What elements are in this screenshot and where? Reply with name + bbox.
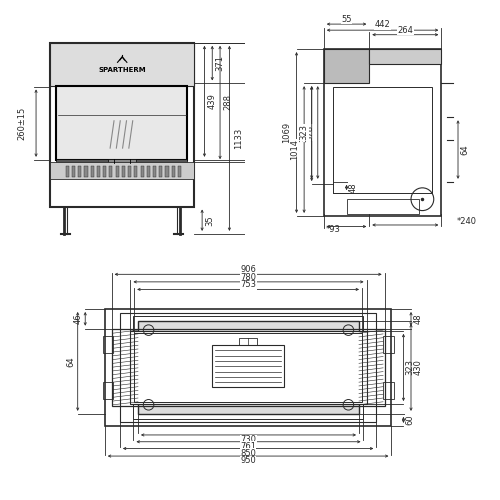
Bar xyxy=(90,166,94,177)
Text: 371: 371 xyxy=(216,55,224,71)
Bar xyxy=(138,321,359,414)
Text: 1133: 1133 xyxy=(234,128,244,149)
Bar xyxy=(324,49,442,216)
Bar xyxy=(324,49,370,83)
Bar xyxy=(122,166,125,177)
Text: 323: 323 xyxy=(300,124,308,140)
Bar xyxy=(108,159,136,163)
Text: 761: 761 xyxy=(240,442,256,451)
Text: 48: 48 xyxy=(414,314,422,324)
Text: 60: 60 xyxy=(406,414,414,425)
Text: 48: 48 xyxy=(348,182,357,193)
Text: 323: 323 xyxy=(406,360,414,376)
Bar xyxy=(346,199,418,214)
Bar xyxy=(105,309,392,426)
Bar xyxy=(383,336,394,353)
Bar xyxy=(56,86,188,160)
Bar xyxy=(50,43,195,86)
Bar xyxy=(383,382,394,399)
Bar xyxy=(116,166,118,177)
Text: 850: 850 xyxy=(240,448,256,458)
Bar xyxy=(178,166,181,177)
Text: *240: *240 xyxy=(456,218,476,226)
Bar xyxy=(102,336,113,353)
Text: SPARTHERM: SPARTHERM xyxy=(98,67,146,73)
Bar xyxy=(159,166,162,177)
Text: 35: 35 xyxy=(206,215,214,226)
Bar xyxy=(134,333,362,402)
Text: 55: 55 xyxy=(342,15,352,24)
Bar xyxy=(84,166,87,177)
Text: 1014: 1014 xyxy=(290,139,299,160)
Bar xyxy=(134,316,364,419)
Text: 391: 391 xyxy=(300,126,308,142)
Text: 950: 950 xyxy=(240,456,256,465)
Bar xyxy=(134,166,138,177)
Bar xyxy=(50,43,195,206)
Bar xyxy=(172,166,175,177)
Text: 378: 378 xyxy=(306,124,314,140)
Text: 64: 64 xyxy=(460,144,469,155)
Bar xyxy=(153,166,156,177)
Bar xyxy=(78,166,82,177)
Bar xyxy=(103,166,106,177)
Bar xyxy=(128,166,131,177)
Bar xyxy=(72,166,75,177)
Text: 780: 780 xyxy=(240,273,256,282)
Bar xyxy=(130,331,366,404)
Text: 288: 288 xyxy=(224,94,232,110)
Text: 753: 753 xyxy=(240,280,256,289)
Bar xyxy=(239,338,257,345)
Bar xyxy=(97,166,100,177)
Bar xyxy=(147,166,150,177)
Bar xyxy=(56,159,188,163)
Text: 730: 730 xyxy=(240,435,256,444)
Text: 1069: 1069 xyxy=(282,122,291,143)
Text: 260±15: 260±15 xyxy=(18,106,26,140)
Bar xyxy=(66,166,69,177)
Text: 906: 906 xyxy=(240,266,256,274)
Text: 46: 46 xyxy=(74,314,83,324)
Bar xyxy=(120,313,376,422)
Bar xyxy=(110,166,112,177)
Text: 264: 264 xyxy=(398,26,413,35)
Bar xyxy=(212,345,284,387)
Bar xyxy=(166,166,168,177)
Text: 64: 64 xyxy=(66,356,76,366)
Text: 439: 439 xyxy=(208,94,217,110)
Bar xyxy=(102,382,113,399)
Bar xyxy=(50,162,195,180)
Bar xyxy=(370,49,442,64)
Bar xyxy=(140,166,143,177)
Text: *93: *93 xyxy=(326,225,340,234)
Text: 442: 442 xyxy=(374,20,390,30)
Bar xyxy=(112,328,384,406)
Text: 430: 430 xyxy=(414,360,422,376)
Bar xyxy=(333,87,432,193)
